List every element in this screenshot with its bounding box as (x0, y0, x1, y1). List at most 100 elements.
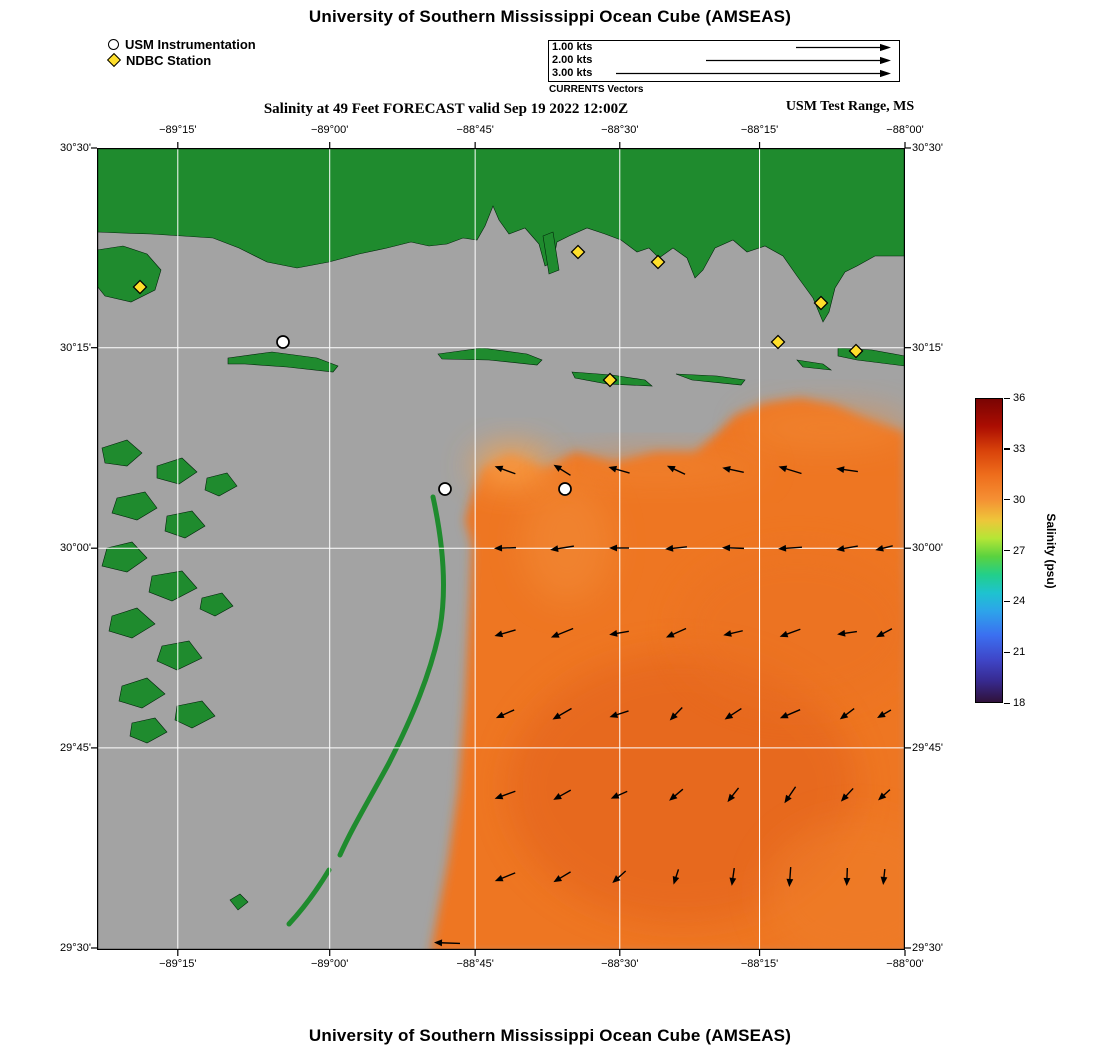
land-polygon (101, 541, 148, 573)
currents-legend-arrows (616, 43, 891, 78)
current-arrow (728, 630, 743, 635)
colorbar-tick-label: 30 (1013, 493, 1026, 506)
salinity-patch (742, 406, 905, 450)
current-arrowhead-icon (836, 545, 845, 552)
colorbar-tick (1004, 499, 1010, 501)
current-arrow (500, 872, 516, 880)
colorbar-tick-label: 18 (1013, 697, 1026, 709)
colorbar-tick-label: 27 (1013, 544, 1026, 557)
land-polygon (796, 359, 833, 371)
current-arrow (841, 545, 858, 550)
current-arrowhead-icon (550, 545, 559, 552)
current-arrowhead-icon (495, 711, 505, 719)
current-arrowhead-icon (843, 877, 851, 886)
current-arrowhead-icon (553, 792, 562, 800)
current-arrowhead-icon (669, 793, 678, 801)
colorbar-tick (1004, 448, 1010, 450)
current-arrowhead-icon (608, 465, 618, 473)
land-polygon (204, 472, 238, 497)
ndbc-station-marker (602, 372, 618, 388)
salinity-patch (507, 653, 857, 923)
currents-legend-entry-label: 1.00 kts (552, 41, 593, 53)
current-arrowhead-icon (876, 630, 885, 638)
currents-legend-arrowhead-icon (880, 69, 891, 78)
current-arrowhead-icon (786, 878, 794, 887)
current-arrowhead-icon (875, 544, 884, 552)
current-arrow (844, 787, 854, 798)
usm-instrument-marker (558, 482, 572, 496)
current-arrow (783, 546, 803, 550)
current-arrowhead-icon (434, 939, 443, 947)
currents-legend-arrowhead-icon (880, 56, 891, 65)
current-arrowhead-icon (778, 544, 787, 552)
land-polygon (129, 717, 168, 744)
current-arrow (439, 942, 461, 945)
current-arrow (499, 546, 517, 549)
current-arrowhead-icon (878, 792, 887, 801)
current-arrow (558, 871, 571, 880)
current-arrow (670, 546, 688, 550)
land-polygon (199, 592, 234, 617)
land-polygon (227, 351, 339, 373)
ndbc-station-marker (813, 295, 829, 311)
x-axis-tick-label-top: −88°15' (740, 124, 779, 136)
colorbar-tick (1004, 702, 1010, 704)
current-arrow (500, 790, 516, 798)
current-arrow (785, 709, 801, 717)
current-arrowhead-icon (880, 876, 888, 885)
map-plot (91, 142, 911, 956)
island-chain (286, 867, 332, 927)
land-polygon (675, 373, 746, 386)
land-polygon (97, 148, 905, 323)
x-axis-tick-label-top: −88°30' (601, 124, 639, 136)
ndbc-station-marker (132, 279, 148, 295)
station-legend: USM Instrumentation NDBC Station (106, 36, 256, 68)
island-chain (337, 494, 447, 858)
y-axis-tick-label-left: 30°30' (60, 142, 91, 154)
current-arrowhead-icon (672, 875, 680, 885)
current-arrowhead-icon (494, 874, 504, 882)
current-arrow (555, 545, 574, 550)
land-polygon (118, 677, 166, 709)
land-polygon (148, 570, 198, 602)
currents-legend-title: CURRENTS Vectors (549, 84, 644, 95)
y-axis-tick-label-right: 29°45' (912, 741, 943, 754)
current-arrowhead-icon (494, 544, 503, 552)
x-axis-tick-label-bottom: −88°45' (456, 958, 494, 970)
current-arrowhead-icon (609, 544, 617, 552)
y-axis-tick-label-left: 30°00' (60, 542, 91, 555)
current-arrowhead-icon (609, 711, 619, 718)
current-arrow (500, 467, 516, 475)
legend-item-usm: USM Instrumentation (108, 36, 256, 52)
colorbar-tick-label: 21 (1013, 646, 1026, 659)
land-polygon (229, 893, 249, 911)
ndbc-diamond-icon (106, 52, 122, 68)
x-axis-tick-label-top: −89°00' (311, 124, 349, 136)
land-polygon (101, 439, 143, 467)
current-arrowhead-icon (553, 875, 563, 883)
currents-vector-legend: 1.00 kts 2.00 kts 3.00 kts (548, 40, 900, 82)
current-arrow (841, 468, 858, 473)
current-arrowhead-icon (877, 711, 886, 718)
ndbc-station-marker (770, 334, 786, 350)
ndbc-station-marker (570, 244, 586, 260)
current-arrowhead-icon (840, 793, 849, 802)
land-polygon (108, 607, 156, 639)
current-arrow (558, 467, 571, 476)
y-axis-tick-label-right: 30°15' (912, 341, 943, 354)
current-arrow (727, 547, 745, 550)
current-arrow (787, 786, 797, 799)
current-arrowhead-icon (778, 465, 788, 473)
current-arrowhead-icon (722, 544, 731, 552)
current-arrow (614, 630, 629, 635)
current-arrowhead-icon (552, 712, 562, 720)
current-arrowhead-icon (729, 877, 737, 886)
current-arrowhead-icon (550, 631, 560, 638)
y-axis-tick-label-right: 29°30' (912, 941, 943, 954)
current-arrow (842, 630, 858, 635)
usm-circle-icon (108, 38, 119, 50)
land-polygon (111, 491, 158, 521)
current-arrow (880, 545, 893, 550)
current-arrowhead-icon (722, 466, 731, 473)
usm-instrument-marker (438, 482, 452, 496)
